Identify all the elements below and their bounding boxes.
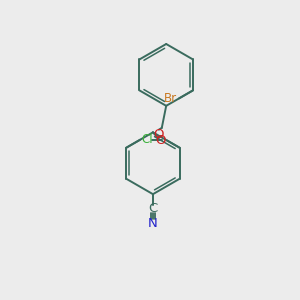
Text: O: O — [155, 134, 166, 147]
Text: C: C — [148, 202, 158, 215]
Text: N: N — [148, 217, 158, 230]
Text: Br: Br — [164, 92, 177, 105]
Text: Cl: Cl — [142, 133, 153, 146]
Text: O: O — [154, 128, 164, 141]
